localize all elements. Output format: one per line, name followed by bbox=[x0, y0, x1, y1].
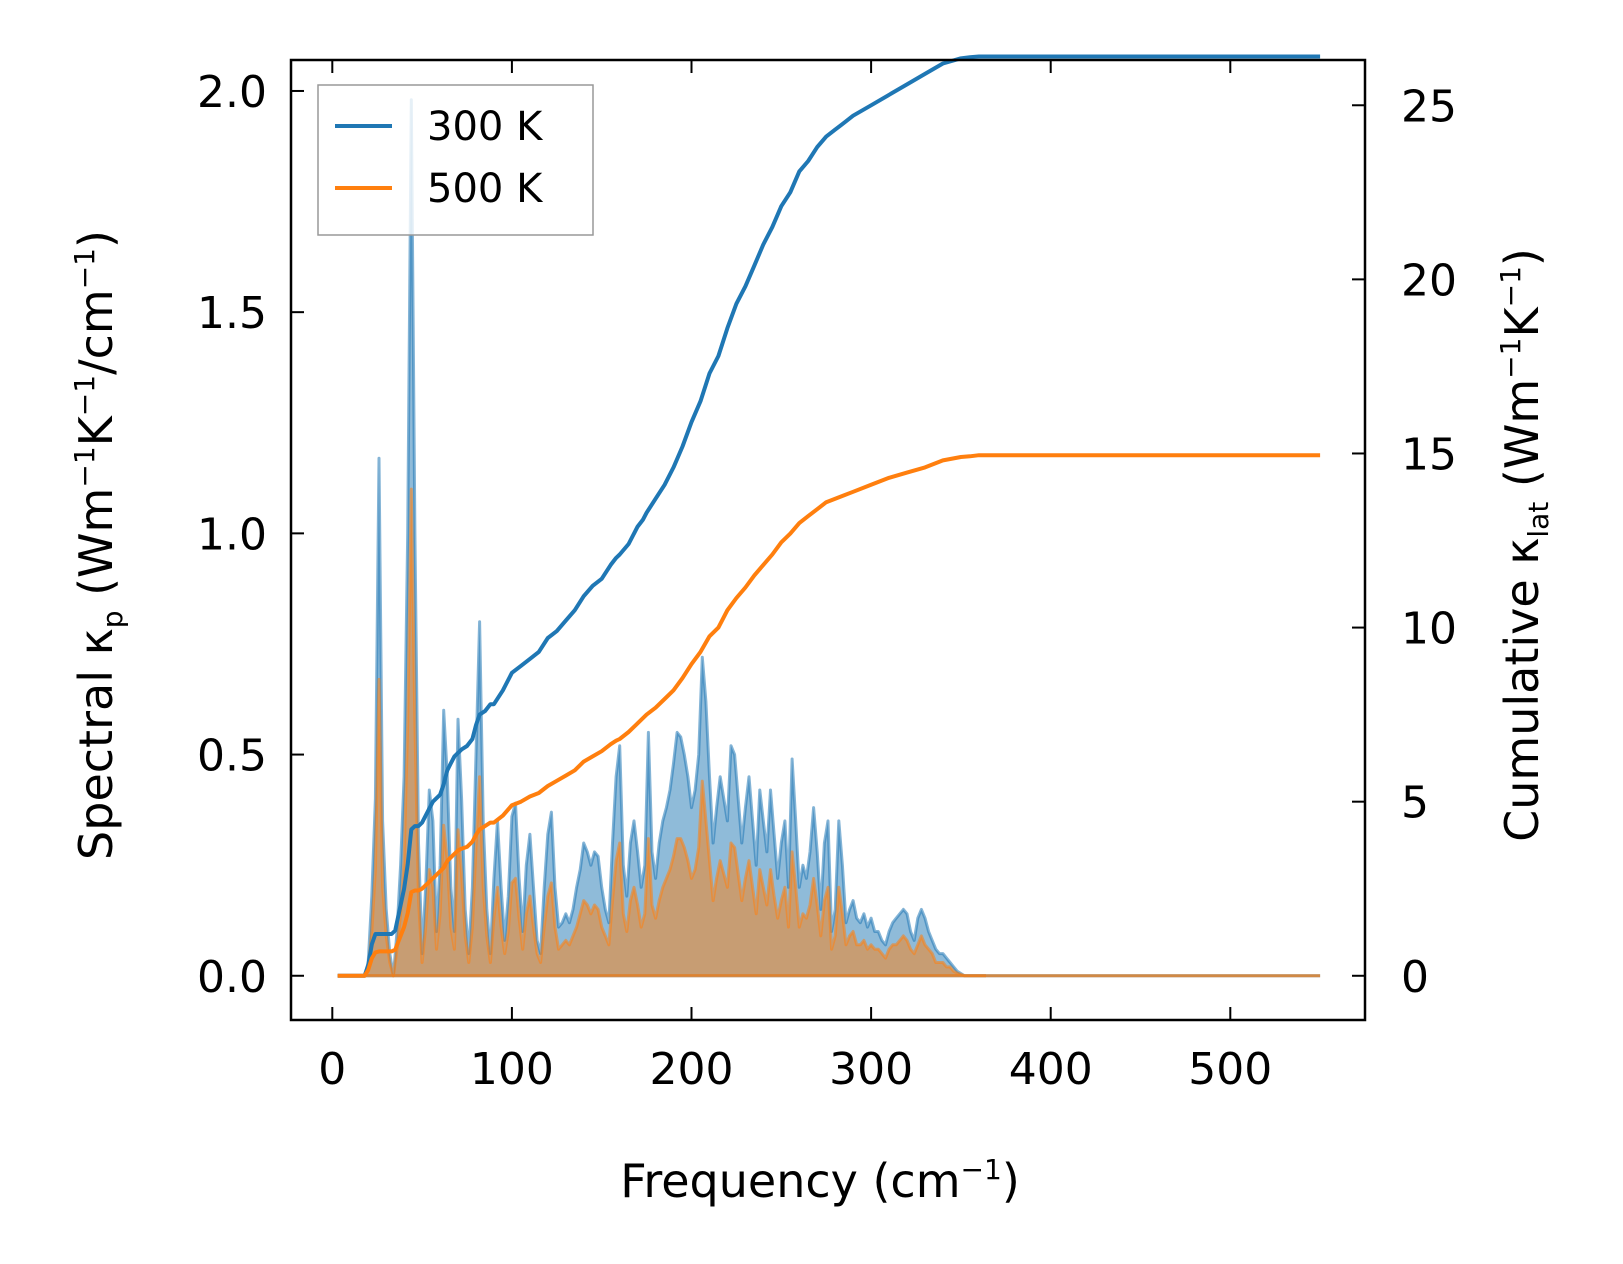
x-tick-label: 0 bbox=[318, 1044, 346, 1095]
y-right-tick-label: 5 bbox=[1401, 778, 1429, 829]
plot-frame bbox=[289, 58, 1367, 1022]
y-left-tick-label: 0.0 bbox=[197, 952, 267, 1003]
cumulative-line-300k bbox=[337, 54, 1321, 978]
x-axis-ticks: 0 100 200 300 400 500 bbox=[318, 60, 1272, 1095]
spectral-edge-300k bbox=[337, 98, 986, 978]
x-tick-label: 100 bbox=[470, 1044, 554, 1095]
x-tick-label: 200 bbox=[650, 1044, 734, 1095]
legend-label-500k: 500 K bbox=[427, 166, 544, 212]
y-left-axis-label: Spectral κp (Wm−1K−1/cm−1) bbox=[68, 230, 129, 860]
legend: 300 K 500 K bbox=[317, 84, 594, 236]
cumulative-line-500k bbox=[337, 453, 1321, 978]
y-left-tick-label: 2.0 bbox=[197, 67, 267, 118]
legend-box bbox=[317, 84, 594, 236]
y-right-tick-label: 10 bbox=[1401, 604, 1457, 655]
x-tick-label: 300 bbox=[829, 1044, 913, 1095]
y-left-tick-label: 1.0 bbox=[197, 509, 267, 560]
x-tick-label: 500 bbox=[1188, 1044, 1272, 1095]
spectral-edge-500k bbox=[337, 487, 986, 978]
y-left-tick-label: 0.5 bbox=[197, 731, 267, 782]
y-right-axis-ticks: 0 5 10 15 20 25 bbox=[1352, 81, 1457, 1003]
x-axis-label: Frequency (cm−1) bbox=[620, 1153, 1020, 1208]
y-right-tick-label: 25 bbox=[1401, 81, 1457, 132]
line-layer bbox=[337, 54, 1321, 978]
y-right-tick-label: 0 bbox=[1401, 952, 1429, 1003]
y-right-tick-label: 15 bbox=[1401, 429, 1457, 480]
y-left-axis-ticks: 0.0 0.5 1.0 1.5 2.0 bbox=[197, 67, 304, 1003]
legend-label-300k: 300 K bbox=[427, 104, 544, 150]
y-left-tick-label: 1.5 bbox=[197, 288, 267, 339]
y-right-axis-label: Cumulative κlat (Wm−1K−1) bbox=[1494, 248, 1555, 842]
x-tick-label: 400 bbox=[1009, 1044, 1093, 1095]
y-right-tick-label: 20 bbox=[1401, 255, 1457, 306]
